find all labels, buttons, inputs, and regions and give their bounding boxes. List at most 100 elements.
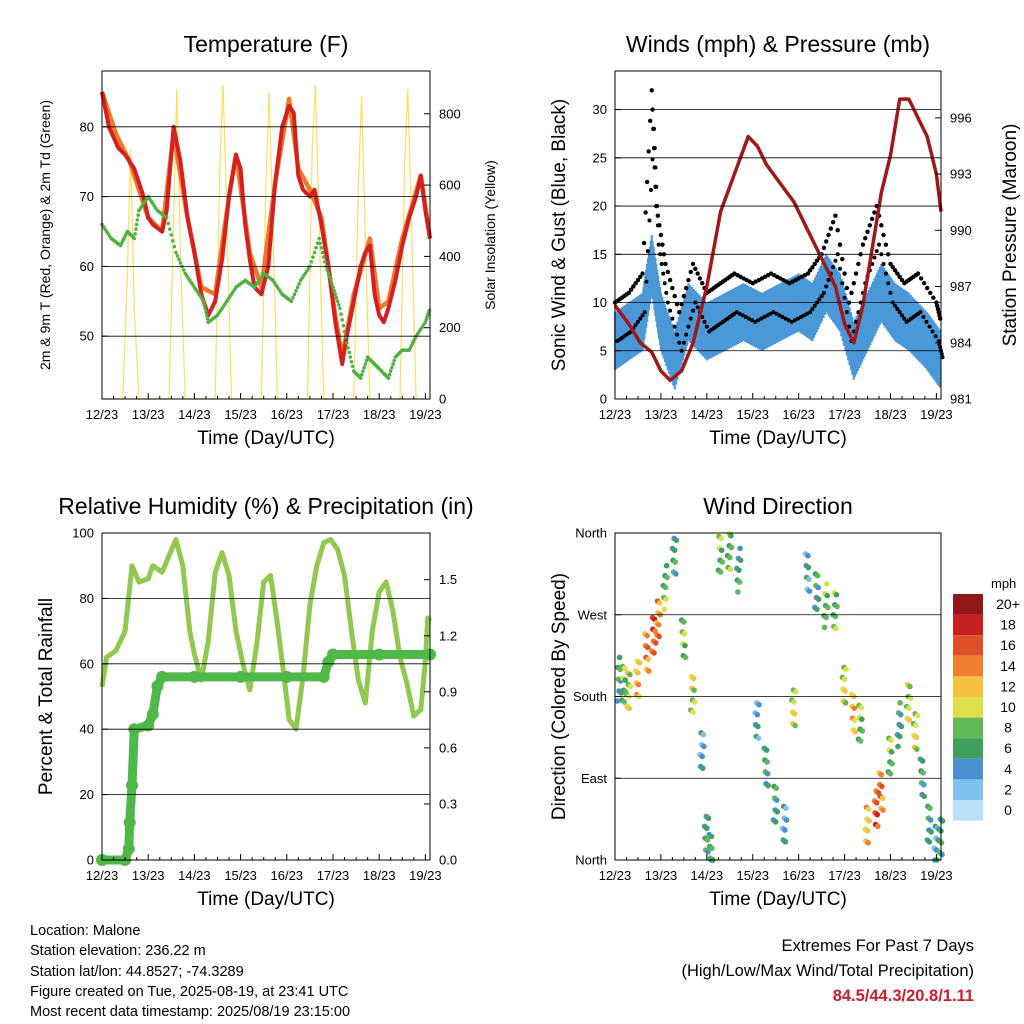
wind-direction-point [879, 783, 885, 790]
figure-created: Figure created on Tue, 2025-08-19, at 23… [30, 983, 349, 1000]
gust-point [824, 284, 829, 289]
gust-point [756, 318, 761, 323]
rh-right-tick-label: 0.0 [439, 853, 457, 868]
dewpoint-point [178, 261, 183, 265]
gust-point [771, 310, 776, 315]
wind-x-tick-label: 13/23 [645, 407, 678, 422]
gust-point [768, 311, 773, 316]
wind-direction-point [719, 559, 726, 565]
temp-x-tick-label: 19/23 [409, 407, 442, 422]
gust-point [853, 271, 859, 276]
gust-point [821, 245, 827, 251]
dewpoint-point [177, 257, 181, 262]
gust-point [792, 318, 797, 323]
wind-direction-point [920, 770, 926, 776]
gust-point [915, 271, 921, 276]
dewpoint-point [345, 341, 349, 345]
rh-right-tick-label: 1.5 [439, 572, 457, 587]
wind-direction-point [859, 728, 866, 734]
rainfall-point [122, 842, 135, 855]
wind-direction-point [889, 760, 895, 767]
wind-direction-point [636, 660, 643, 666]
gust-point [665, 269, 671, 275]
wind-direction-point [833, 591, 840, 598]
gust-point [677, 340, 682, 345]
gust-point [702, 319, 707, 324]
wind-direction-point [888, 737, 894, 743]
legend-label: 4 [1004, 761, 1012, 777]
gust-point [649, 88, 654, 93]
gust-point [895, 306, 900, 311]
gust-point [865, 229, 870, 234]
dir-ylabel-left: Direction (Colored By Speed) [549, 573, 570, 820]
wind-direction-point [895, 743, 901, 750]
gust-point [672, 324, 677, 329]
gust-point [743, 315, 748, 319]
gust-point [930, 329, 935, 334]
wind-right-tick-label: 996 [950, 110, 972, 125]
wind-direction-point [878, 771, 885, 778]
gust-point [869, 216, 875, 222]
rainfall-point [142, 719, 155, 732]
gust-point [783, 316, 788, 321]
dewpoint-point [205, 316, 210, 321]
gust-point [635, 277, 641, 283]
gust-point [655, 213, 661, 218]
gust-point [890, 264, 895, 270]
wind-direction-point [805, 564, 812, 571]
gust-point [798, 315, 803, 319]
wind-x-tick-label: 19/23 [920, 407, 953, 422]
station-elevation: Station elevation: 236.22 m [30, 943, 206, 960]
temp-right-tick-label: 0 [439, 392, 446, 407]
temp-frame [101, 70, 431, 400]
gust-point [897, 274, 902, 280]
dewpoint-point [348, 355, 353, 359]
dewpoint-point [346, 346, 350, 350]
wind-direction-point [907, 683, 913, 690]
rainfall-point [373, 648, 386, 661]
gust-point [940, 355, 945, 360]
gust-point [933, 334, 938, 339]
gust-point [651, 145, 657, 151]
gust-point [688, 269, 693, 275]
wind-direction-point [704, 825, 710, 832]
gust-point [681, 340, 686, 345]
gust-point [652, 165, 657, 170]
dewpoint-point [342, 329, 347, 334]
dewpoint-point [326, 271, 331, 276]
legend-swatch [953, 800, 983, 821]
wind-direction-point [622, 677, 629, 683]
rainfall-point [234, 670, 247, 683]
dewpoint-point [364, 358, 369, 363]
rh-title: Relative Humidity (%) & Precipitation (i… [58, 493, 473, 519]
gust-point [667, 277, 673, 283]
wind-x-tick-label: 17/23 [828, 407, 861, 422]
rh-right-tick-label: 0.3 [439, 796, 457, 811]
gust-point [648, 118, 653, 124]
wind-direction-point [644, 632, 650, 639]
rainfall-point [156, 670, 169, 683]
wind-direction-point [852, 729, 859, 735]
wind-direction-point [704, 837, 711, 843]
wind-direction-point [814, 606, 820, 613]
gust-point [658, 232, 664, 238]
gust-point [888, 261, 893, 267]
wind-direction-point [645, 668, 652, 674]
legend-swatch [953, 594, 983, 615]
legend-swatch [953, 697, 983, 718]
wind-left-tick-label: 15 [593, 247, 607, 262]
gust-point [753, 319, 758, 324]
gust-point [902, 316, 907, 321]
dir-frame [614, 532, 942, 861]
dir-x-tick-label: 15/23 [736, 868, 769, 883]
wind-direction-point [865, 806, 872, 812]
wind-direction-point [626, 705, 633, 712]
legend-label: 8 [1004, 720, 1012, 736]
gust-point [899, 313, 904, 318]
gust-point [653, 184, 658, 189]
gust-point [674, 301, 680, 307]
dewpoint-point [328, 278, 333, 283]
wind-direction-point [681, 619, 687, 625]
wind-direction-point [897, 700, 904, 706]
